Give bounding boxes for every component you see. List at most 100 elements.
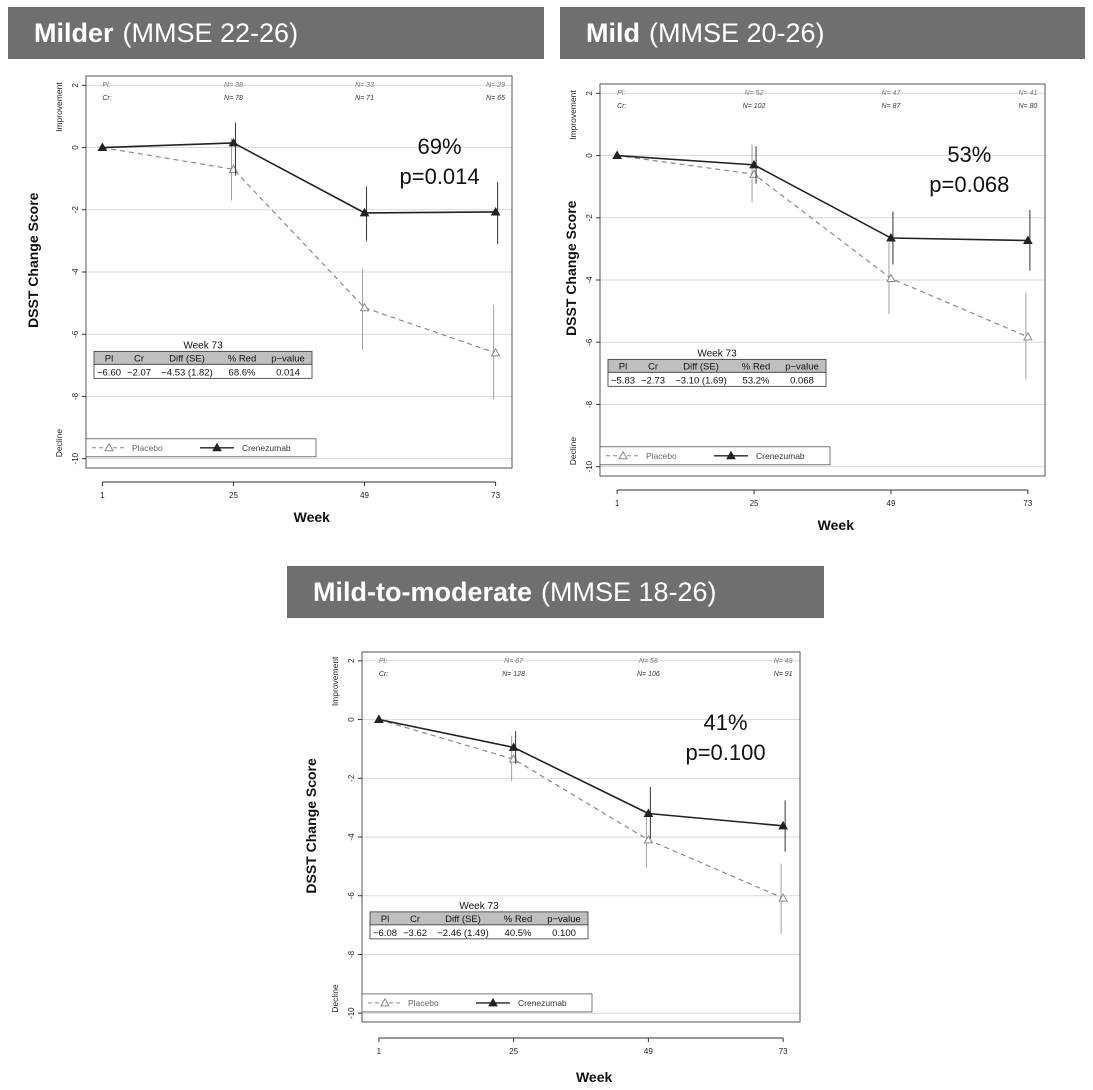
x-tick-label: 25 bbox=[750, 499, 759, 508]
x-tick-label: 49 bbox=[887, 499, 896, 508]
crenezumab-marker bbox=[359, 207, 370, 217]
p-value-annotation: p=0.100 bbox=[685, 740, 765, 765]
n-row-label-cr: Cr: bbox=[379, 671, 388, 678]
placebo-marker bbox=[886, 273, 896, 282]
legend-placebo-label: Placebo bbox=[132, 443, 163, 453]
legend-crenezumab-label: Crenezumab bbox=[756, 451, 805, 461]
n-count-crenezumab: N= 106 bbox=[637, 671, 660, 678]
placebo-marker bbox=[359, 302, 370, 312]
table-value-cell: −3.10 (1.69) bbox=[675, 375, 727, 386]
table-header-cell: % Red bbox=[228, 353, 257, 364]
n-count-crenezumab: N= 80 bbox=[1018, 103, 1037, 110]
crenezumab-line bbox=[102, 142, 496, 214]
table-title: Week 73 bbox=[459, 901, 499, 912]
chart-mild-to-moderate: 2 0 -2 -4 -6 -8 -10 Improvement Decline DSST Chan… bbox=[303, 651, 801, 1085]
y-top-label: Improvement bbox=[54, 82, 64, 132]
placebo-line bbox=[378, 718, 784, 899]
x-tick-label: 73 bbox=[779, 1047, 788, 1056]
table-value-cell: 53.2% bbox=[743, 375, 770, 386]
n-row-label-cr: Cr: bbox=[102, 95, 111, 102]
n-count-placebo: N= 58 bbox=[639, 658, 658, 665]
legend-crenezumab-marker bbox=[488, 997, 498, 1007]
y-top-label: Improvement bbox=[568, 90, 578, 140]
table-header-cell: p−value bbox=[547, 914, 581, 925]
table-header-cell: Diff (SE) bbox=[445, 914, 481, 925]
n-count-crenezumab: N= 65 bbox=[486, 95, 505, 102]
legend-placebo-label: Placebo bbox=[646, 451, 677, 461]
table-value-cell: −6.08 bbox=[373, 928, 397, 939]
y-tick-label: -6 bbox=[585, 338, 594, 346]
x-axis-title: Week bbox=[294, 509, 331, 525]
table-header-cell: Pl bbox=[381, 914, 389, 925]
chart-mild: 2 0 -2 -4 -6 -8 -10 Improvement Decline DSST Chan… bbox=[563, 83, 1046, 533]
n-count-placebo: N= 52 bbox=[745, 90, 764, 97]
crenezumab-line bbox=[617, 154, 1028, 242]
x-tick-label: 1 bbox=[615, 499, 620, 508]
table-value-cell: 0.014 bbox=[276, 367, 300, 378]
table-value-cell: −5.83 bbox=[611, 375, 635, 386]
table-header-cell: Pl bbox=[105, 353, 113, 364]
legend-crenezumab-label: Crenezumab bbox=[518, 998, 567, 1008]
y-tick-label: 2 bbox=[71, 83, 80, 88]
crenezumab-line bbox=[378, 718, 784, 827]
n-row-label-cr: Cr: bbox=[617, 103, 626, 110]
y-tick-label: -6 bbox=[71, 330, 80, 338]
table-header-cell: Pl bbox=[619, 361, 627, 372]
y-tick-label: -8 bbox=[71, 392, 80, 400]
y-tick-label: -4 bbox=[71, 268, 80, 276]
table-title: Week 73 bbox=[183, 340, 223, 351]
table-value-cell: −2.46 (1.49) bbox=[437, 928, 489, 939]
banner-title-bold: Milder bbox=[34, 17, 114, 48]
y-tick-label: 0 bbox=[585, 153, 594, 158]
table-body-bg bbox=[607, 371, 827, 387]
y-tick-label: -8 bbox=[585, 400, 594, 408]
table-title: Week 73 bbox=[697, 348, 737, 359]
legend-placebo-marker bbox=[380, 997, 390, 1007]
y-axis-title: DSST Change Score bbox=[28, 192, 41, 328]
y-top-label: Improvement bbox=[330, 656, 340, 706]
n-count-placebo: N= 67 bbox=[504, 658, 524, 665]
n-count-crenezumab: N= 128 bbox=[502, 671, 525, 678]
x-tick-label: 25 bbox=[509, 1047, 518, 1056]
reduction-percent: 53% bbox=[947, 142, 991, 167]
table-header-cell: % Red bbox=[504, 914, 533, 925]
x-tick-label: 25 bbox=[229, 491, 238, 500]
y-tick-label: -10 bbox=[71, 452, 80, 464]
y-tick-label: -10 bbox=[347, 1007, 356, 1019]
table-value-cell: 40.5% bbox=[505, 928, 532, 939]
y-tick-label: 0 bbox=[347, 717, 356, 722]
n-count-crenezumab: N= 87 bbox=[882, 103, 902, 110]
table-header-cell: Cr bbox=[134, 353, 144, 364]
y-tick-label: -4 bbox=[347, 833, 356, 841]
banner-title-rest: (MMSE 22-26) bbox=[122, 17, 299, 48]
crenezumab-marker bbox=[1023, 235, 1033, 244]
n-count-placebo: N= 47 bbox=[882, 90, 902, 97]
legend-placebo-marker bbox=[104, 442, 114, 452]
y-bottom-label: Decline bbox=[568, 437, 578, 466]
y-tick-label: -2 bbox=[71, 206, 80, 214]
crenezumab-marker bbox=[97, 142, 108, 152]
n-count-crenezumab: N= 91 bbox=[774, 671, 793, 678]
n-row-label-pl: Pl: bbox=[617, 90, 625, 97]
n-count-crenezumab: N= 102 bbox=[743, 103, 766, 110]
table-header-cell: Cr bbox=[410, 914, 420, 925]
table-header-cell: Diff (SE) bbox=[169, 353, 205, 364]
n-row-label-pl: Pl: bbox=[379, 658, 387, 665]
table-value-cell: −6.60 bbox=[97, 367, 121, 378]
table-value-cell: −2.73 bbox=[641, 375, 665, 386]
banner-title-bold: Mild bbox=[586, 17, 640, 48]
y-axis-title: DSST Change Score bbox=[563, 200, 579, 336]
x-tick-label: 73 bbox=[1023, 499, 1032, 508]
crenezumab-marker bbox=[490, 206, 501, 216]
n-count-crenezumab: N= 71 bbox=[355, 95, 374, 102]
legend-placebo-marker bbox=[618, 450, 628, 460]
y-bottom-label: Decline bbox=[54, 429, 64, 458]
placebo-marker bbox=[1023, 331, 1033, 341]
crenezumab-marker bbox=[508, 742, 519, 751]
banner-title-bold: Mild-to-moderate bbox=[313, 576, 532, 607]
x-tick-label: 1 bbox=[100, 491, 105, 500]
banner-title-rest: (MMSE 18-26) bbox=[541, 576, 717, 607]
table-body-bg bbox=[369, 924, 589, 940]
y-axis-title: DSST Change Score bbox=[303, 758, 319, 894]
y-bottom-label: Decline bbox=[330, 984, 340, 1013]
